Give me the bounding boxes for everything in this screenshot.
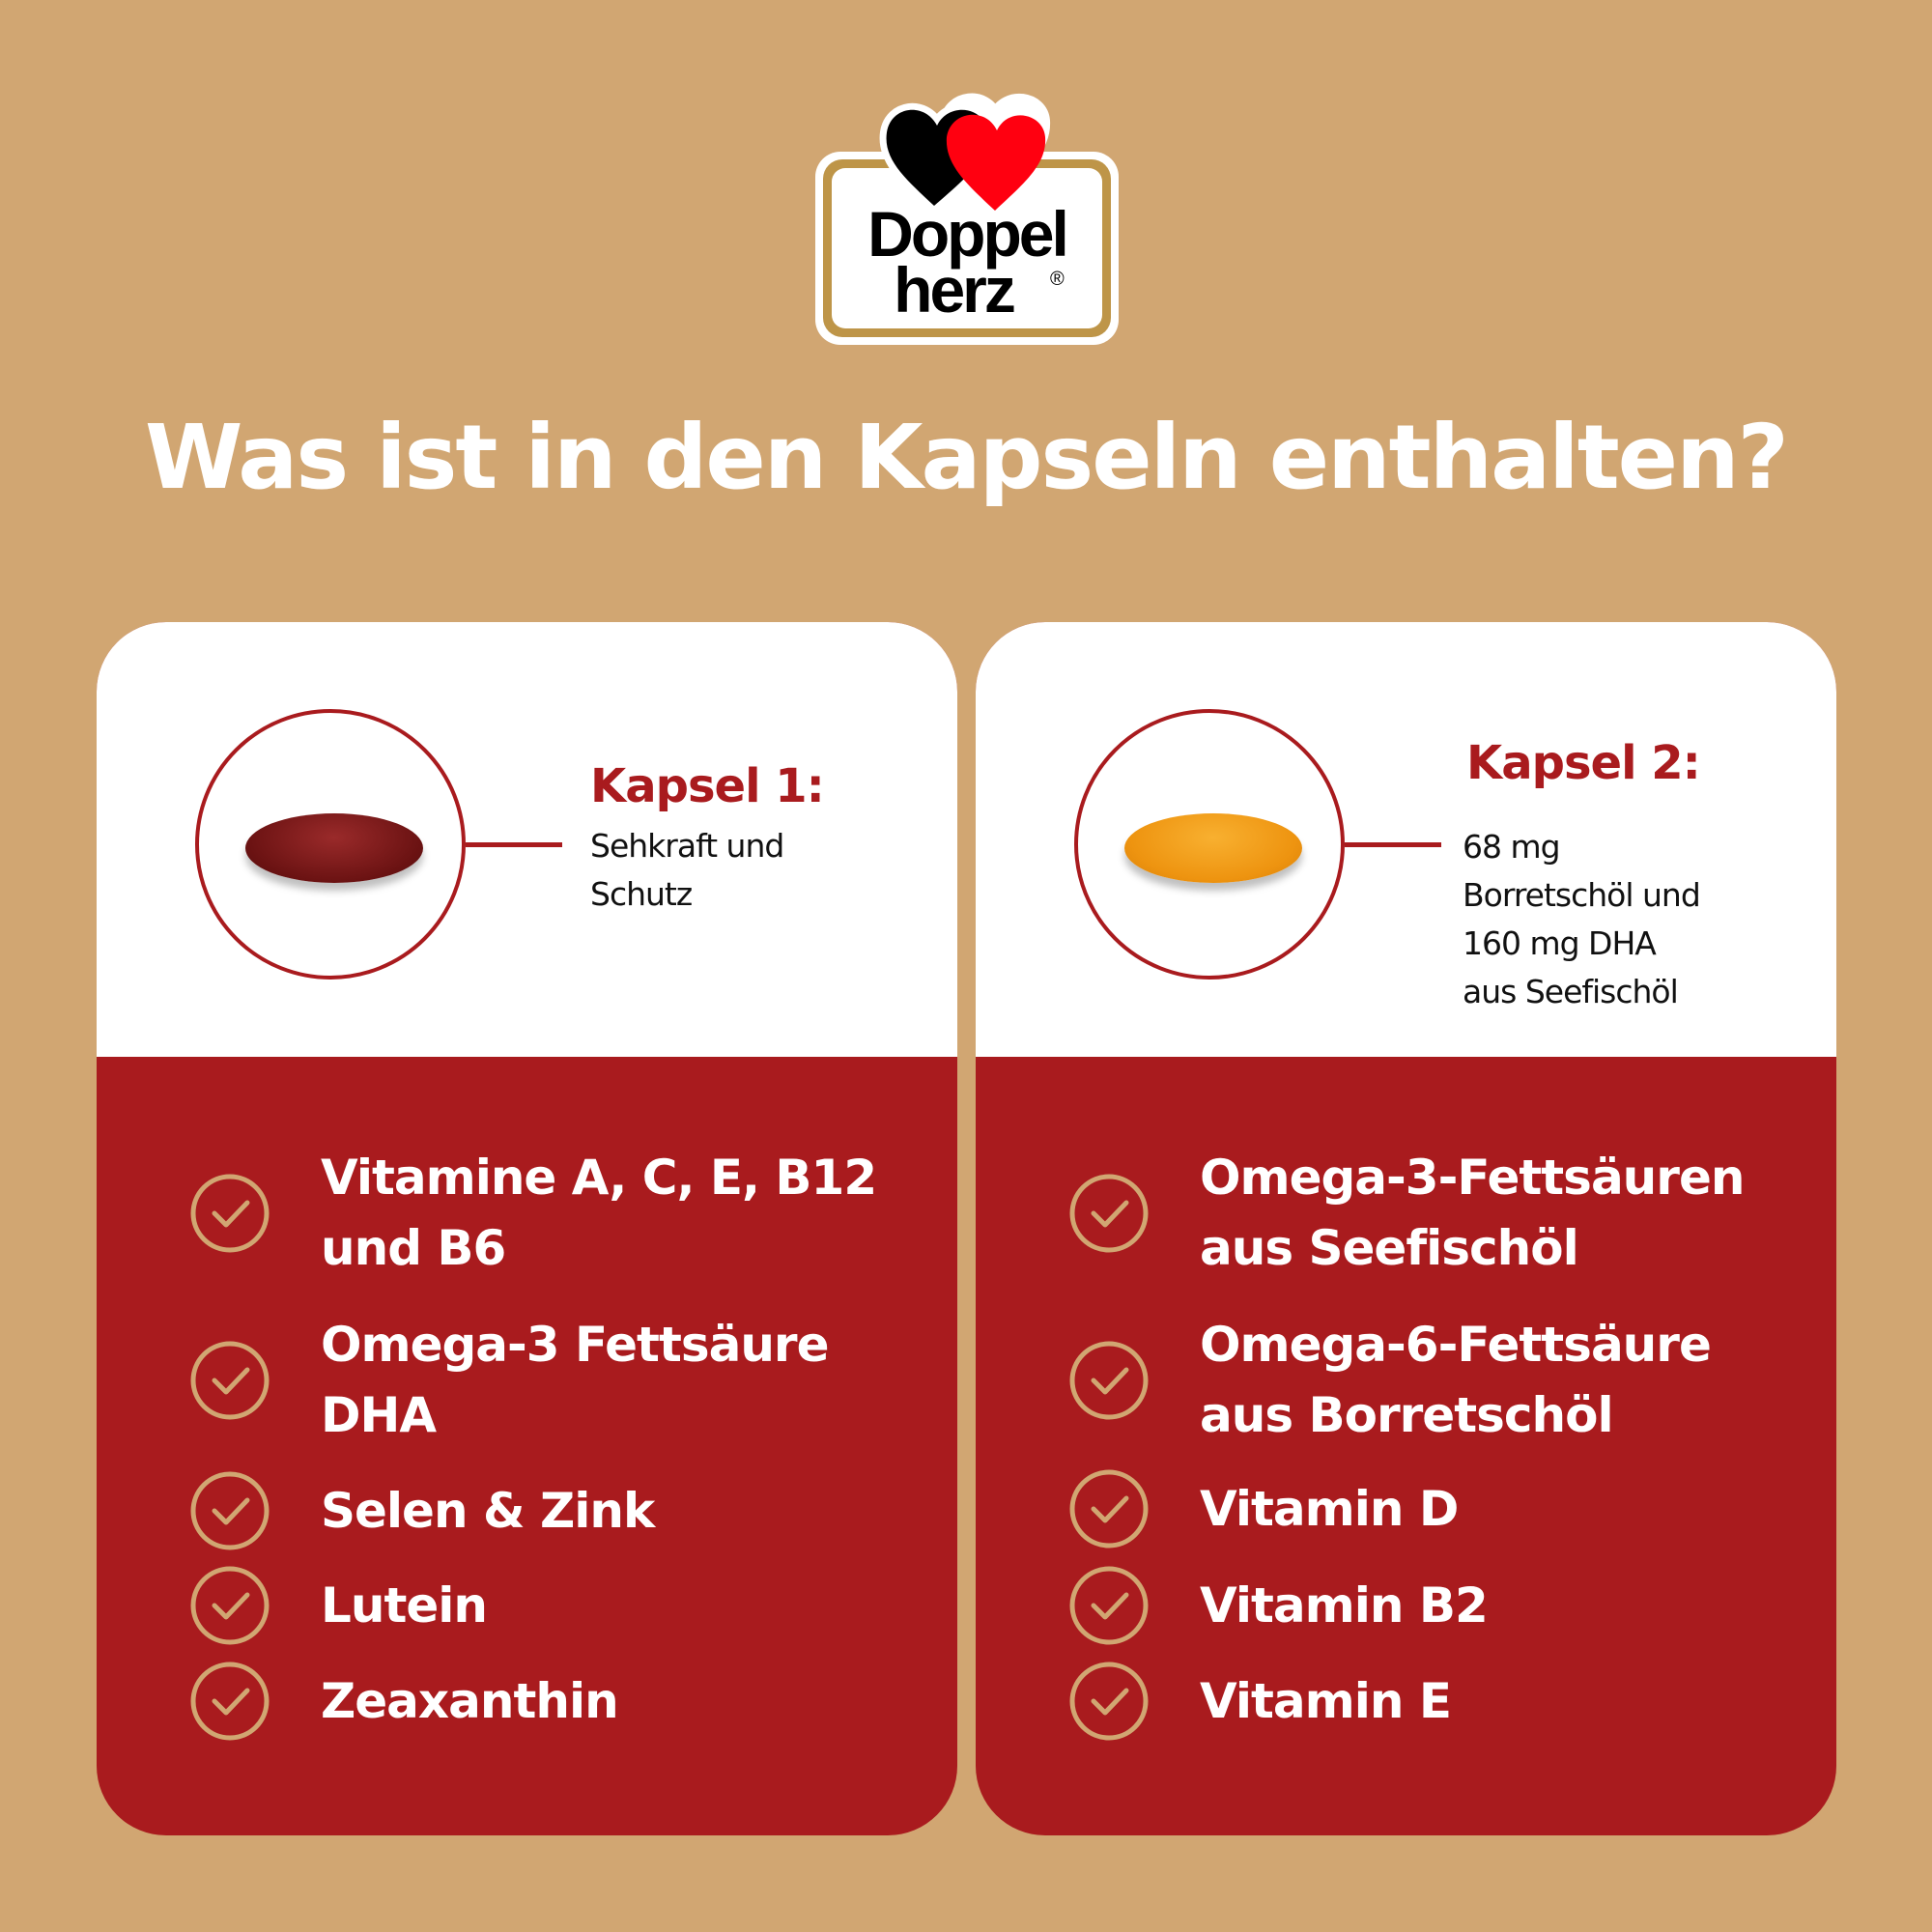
ingredient-line: Lutein (321, 1577, 488, 1634)
check-icon (1069, 1566, 1149, 1645)
capsule-image-circle (1074, 709, 1345, 980)
connector-line (1345, 842, 1441, 847)
connector-line (466, 842, 562, 847)
ingredient-line: Omega-3-Fettsäuren (1200, 1150, 1745, 1206)
check-icon (1069, 1662, 1149, 1741)
description-line: Borretschöl und (1463, 876, 1701, 914)
ingredient-item: Vitamin E (1200, 1666, 1452, 1737)
ingredient-item: Omega-6-Fettsäure aus Borretschöl (1200, 1310, 1712, 1451)
capsule-heading: Kapsel 2: (1466, 736, 1701, 790)
ingredient-line: Selen & Zink (321, 1482, 655, 1539)
ingredient-item: Selen & Zink (321, 1476, 655, 1547)
ingredient-item: Omega-3-Fettsäuren aus Seefischöl (1200, 1143, 1745, 1284)
card-header: Kapsel 1: Sehkraft und Schutz (97, 622, 957, 1057)
capsule-description: Sehkraft und Schutz (590, 822, 784, 919)
check-icon (1069, 1174, 1149, 1253)
ingredient-item: Lutein (321, 1571, 488, 1641)
check-icon (190, 1471, 270, 1550)
svg-text:®: ® (1050, 269, 1065, 290)
ingredient-line: Zeaxanthin (321, 1672, 619, 1729)
ingredient-line: aus Borretschöl (1200, 1387, 1614, 1443)
ingredient-line: DHA (321, 1387, 437, 1443)
doppelherz-logo: Doppel herz ® (815, 93, 1119, 345)
ingredient-line: aus Seefischöl (1200, 1220, 1579, 1276)
capsule-1-image (245, 813, 423, 883)
ingredient-item: Zeaxanthin (321, 1666, 619, 1737)
ingredient-line: und B6 (321, 1220, 506, 1276)
ingredient-line: Omega-6-Fettsäure (1200, 1317, 1712, 1373)
capsule-image-circle (195, 709, 466, 980)
check-icon (190, 1566, 270, 1645)
check-icon (1069, 1469, 1149, 1548)
description-line: 68 mg (1463, 828, 1561, 866)
description-line: Sehkraft und (590, 827, 784, 865)
check-icon (190, 1341, 270, 1420)
capsule-2-card: Kapsel 2: 68 mg Borretschöl und 160 mg D… (976, 622, 1836, 1835)
description-line: Schutz (590, 875, 693, 913)
description-line: 160 mg DHA (1463, 924, 1657, 962)
svg-text:Doppel: Doppel (867, 198, 1066, 270)
capsule-2-image (1124, 813, 1302, 883)
ingredient-item: Vitamine A, C, E, B12 und B6 (321, 1143, 877, 1284)
ingredient-line: Vitamin B2 (1200, 1577, 1489, 1634)
ingredient-line: Vitamin D (1200, 1480, 1459, 1537)
card-header: Kapsel 2: 68 mg Borretschöl und 160 mg D… (976, 622, 1836, 1057)
ingredient-line: Omega-3 Fettsäure (321, 1317, 830, 1373)
capsule-1-card: Kapsel 1: Sehkraft und Schutz Vitamine A… (97, 622, 957, 1835)
ingredient-line: Vitamine A, C, E, B12 (321, 1150, 877, 1206)
ingredient-item: Vitamin D (1200, 1474, 1459, 1545)
check-icon (1069, 1341, 1149, 1420)
description-line: aus Seefischöl (1463, 973, 1679, 1010)
ingredient-item: Omega-3 Fettsäure DHA (321, 1310, 830, 1451)
svg-text:herz: herz (894, 254, 1014, 326)
check-icon (190, 1662, 270, 1741)
ingredient-item: Vitamin B2 (1200, 1571, 1489, 1641)
page-title: Was ist in den Kapseln enthalten? (145, 406, 1789, 509)
check-icon (190, 1174, 270, 1253)
capsule-description: 68 mg Borretschöl und 160 mg DHA aus See… (1463, 823, 1701, 1016)
capsule-heading: Kapsel 1: (590, 759, 825, 813)
ingredient-line: Vitamin E (1200, 1672, 1452, 1729)
